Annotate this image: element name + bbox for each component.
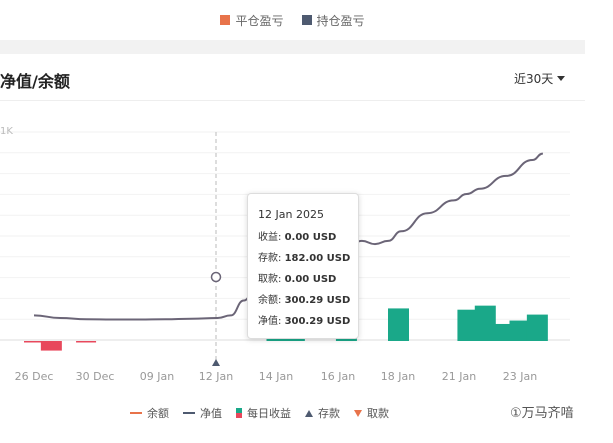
daily-pnl-bar <box>457 309 479 341</box>
legend-equity[interactable]: 净值 <box>183 405 222 421</box>
legend-withdraw[interactable]: 取款 <box>354 405 389 421</box>
legend-daily-pnl[interactable]: 每日收益 <box>236 405 291 421</box>
tooltip-label: 取款: <box>258 274 282 285</box>
equity-line-swatch <box>183 412 195 414</box>
x-axis-ticks: 26 Dec 30 Dec 09 Jan 12 Jan 14 Jan 16 Jan 18 J… <box>15 370 538 383</box>
legend-balance[interactable]: 余额 <box>130 405 169 421</box>
tooltip-value: 300.29 USD <box>284 316 351 327</box>
withdraw-triangle-icon <box>354 409 362 417</box>
legend-deposit-label: 存款 <box>318 407 340 420</box>
tooltip-row-balance: 余额: 300.29 USD <box>258 290 351 311</box>
top-legend: 平仓盈亏 持仓盈亏 <box>0 0 585 40</box>
closed-pnl-label: 平仓盈亏 <box>235 13 284 28</box>
legend-daily-pnl-label: 每日收益 <box>247 407 291 420</box>
daily-pnl-bar <box>509 320 531 341</box>
daily-pnl-bar <box>526 314 548 341</box>
tooltip-value: 0.00 USD <box>284 232 337 243</box>
daily-pnl-bar <box>388 308 409 341</box>
legend-closed-pnl[interactable]: 平仓盈亏 <box>220 12 284 29</box>
card-title: 净值/余额 <box>0 72 70 91</box>
x-tick-label: 21 Jan <box>442 370 476 383</box>
x-tick-label: 23 Jan <box>503 370 537 383</box>
tooltip-row-equity: 净值: 300.29 USD <box>258 311 351 332</box>
tooltip-value: 182.00 USD <box>284 253 351 264</box>
x-tick-label: 16 Jan <box>321 370 355 383</box>
legend-open-pnl[interactable]: 持仓盈亏 <box>301 12 365 29</box>
daily-pnl-bar <box>474 305 496 341</box>
watermark: ①万马齐喑 <box>510 406 574 421</box>
legend-deposit[interactable]: 存款 <box>305 405 340 421</box>
tooltip-value: 300.29 USD <box>284 295 351 306</box>
tooltip-label: 收益: <box>258 232 282 243</box>
deposit-triangle-icon <box>305 409 313 417</box>
legend-balance-label: 余额 <box>147 407 169 420</box>
chart-legend: 余额 净值 每日收益 存款 取款 <box>130 405 389 421</box>
tooltip-date: 12 Jan 2025 <box>258 208 324 221</box>
x-tick-label: 14 Jan <box>259 370 293 383</box>
range-label: 近30天 <box>514 72 554 86</box>
tooltip-row-pnl: 收益: 0.00 USD <box>258 227 348 248</box>
daily-pnl-bar <box>40 341 62 351</box>
daily-pnl-bar <box>24 341 44 343</box>
legend-withdraw-label: 取款 <box>367 407 389 420</box>
legend-equity-label: 净值 <box>200 407 222 420</box>
daily-pnl-bar <box>492 323 514 341</box>
x-tick-label: 09 Jan <box>140 370 174 383</box>
hover-point <box>210 271 222 283</box>
tooltip-label: 余额: <box>258 295 282 306</box>
balance-line-swatch <box>130 412 142 414</box>
tooltip-label: 净值: <box>258 316 282 327</box>
open-pnl-label: 持仓盈亏 <box>316 13 365 28</box>
scrollbar-gutter <box>585 0 613 443</box>
tooltip-row-deposit: 存款: 182.00 USD <box>258 248 351 269</box>
divider <box>0 100 585 101</box>
open-pnl-swatch <box>301 15 312 25</box>
deposit-marker-icon <box>212 359 220 366</box>
closed-pnl-swatch <box>220 15 231 25</box>
daily-pnl-bar <box>266 337 288 341</box>
chart-tooltip: 12 Jan 2025 收益: 0.00 USD 存款: 182.00 USD … <box>247 193 359 339</box>
daily-pnl-bar <box>76 341 97 343</box>
x-tick-label: 12 Jan <box>199 370 233 383</box>
range-select[interactable]: 近30天 <box>514 70 566 87</box>
y-axis-top-label: 1K <box>0 126 13 137</box>
tooltip-label: 存款: <box>258 253 282 264</box>
caret-down-icon <box>557 76 566 81</box>
daily-pnl-swatch <box>236 408 242 418</box>
equity-balance-card: 净值/余额 近30天 1K 26 Dec 30 Dec 09 Jan 12 Jan 14… <box>0 54 585 443</box>
x-tick-label: 26 Dec <box>15 370 54 383</box>
tooltip-row-withdraw: 取款: 0.00 USD <box>258 269 348 290</box>
tooltip-value: 0.00 USD <box>284 274 337 285</box>
x-tick-label: 30 Dec <box>76 370 115 383</box>
x-tick-label: 18 Jan <box>381 370 415 383</box>
